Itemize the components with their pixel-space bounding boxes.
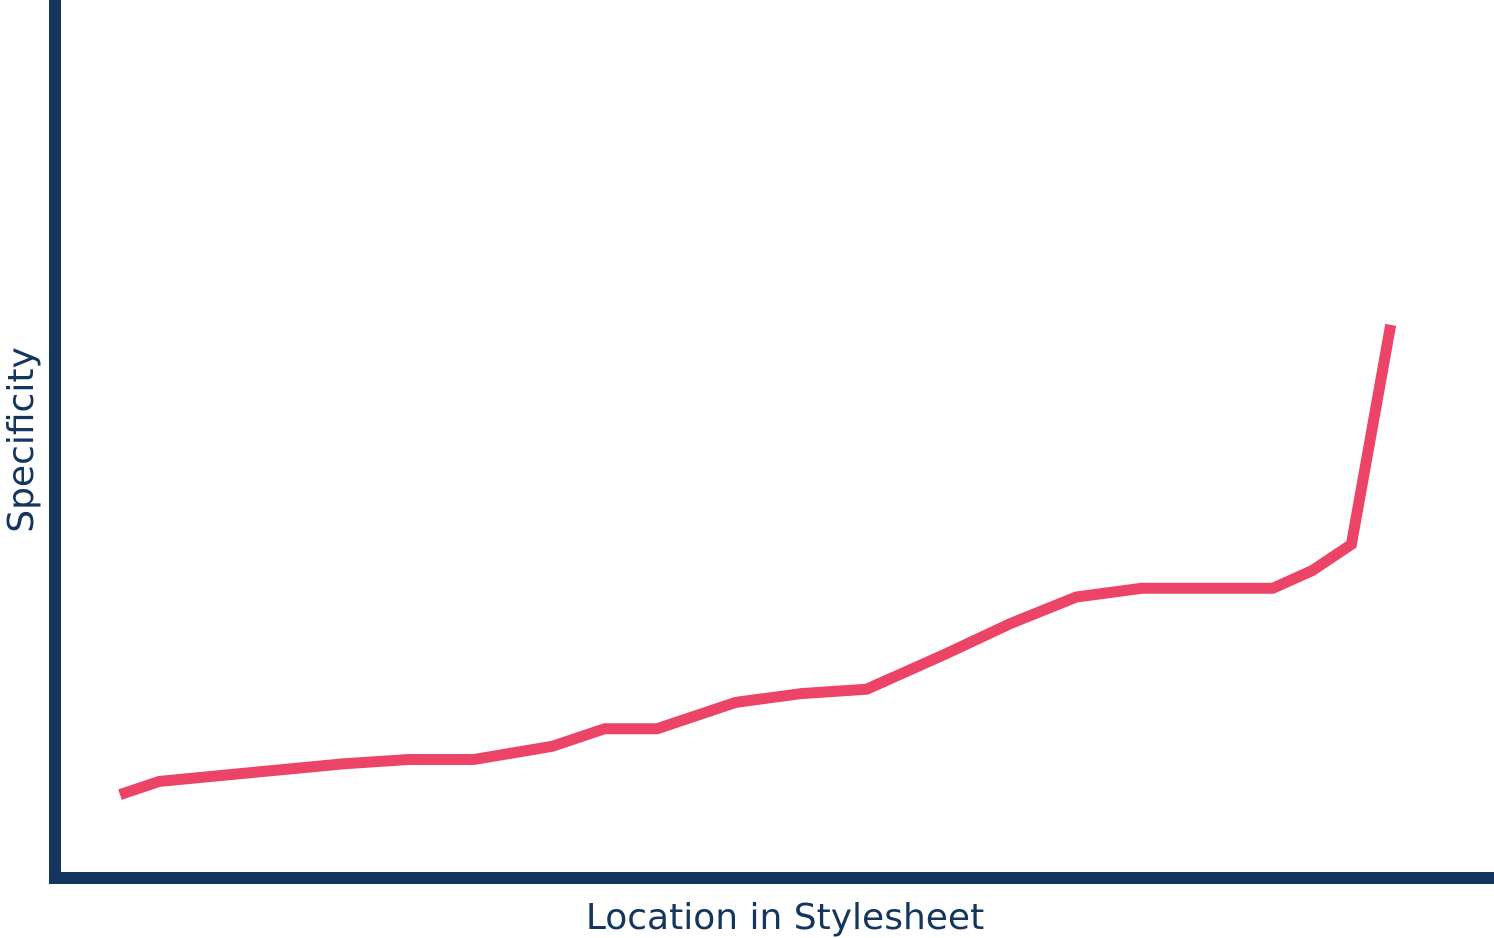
x-axis-title: Location in Stylesheet (586, 897, 984, 938)
series-line-1 (118, 323, 1397, 800)
y-axis-title: Specificity (1, 347, 42, 533)
axes (49, 0, 1494, 884)
series-layer (118, 323, 1397, 800)
